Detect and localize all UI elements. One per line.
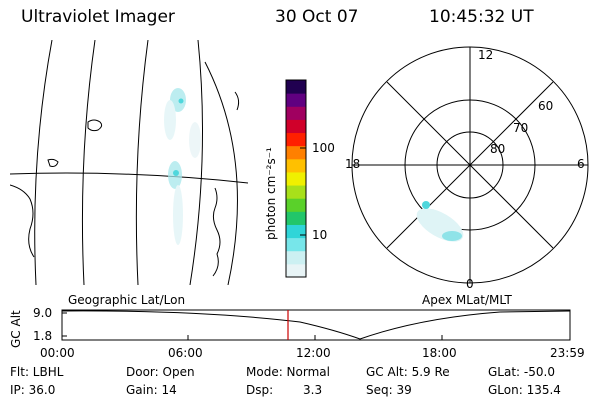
colorbar-segment <box>286 106 306 120</box>
altitude-curve <box>61 310 571 340</box>
coastline <box>212 187 221 277</box>
mlat-80-label: 80 <box>490 142 506 156</box>
seq-info: Seq: 39 <box>366 383 412 397</box>
polar-grid <box>351 46 589 284</box>
door-info: Door: Open <box>126 365 195 379</box>
geographic-label: Geographic Lat/Lon <box>68 293 186 307</box>
colorbar-segment <box>286 250 306 265</box>
mlt-6-label: 6 <box>577 157 585 171</box>
meridian-line <box>204 61 238 285</box>
coastline <box>47 158 59 167</box>
colorbar-segment <box>286 237 306 252</box>
time-tick-0600: 06:00 <box>168 346 203 360</box>
colorbar-segment <box>286 93 306 107</box>
apex-label: Apex MLat/MLT <box>422 293 512 307</box>
coastline <box>87 119 103 132</box>
meridian-line <box>189 40 203 285</box>
colorbar-tick-100: 100 <box>312 141 335 155</box>
mlt-0-label: 0 <box>466 277 474 291</box>
colorbar-segment <box>286 198 306 212</box>
colorbar-tick-10: 10 <box>312 228 328 242</box>
polar-aurora <box>416 201 464 242</box>
altitude-ytick-bottom: 1.8 <box>33 329 53 343</box>
mlat-60-label: 60 <box>538 99 554 113</box>
meridian-line <box>135 40 149 285</box>
colorbar-segment <box>286 185 306 199</box>
gc-alt-info: GC Alt: 5.9 Re <box>366 365 450 379</box>
colorbar-unit-label: photon cm⁻²s⁻¹ <box>264 147 278 240</box>
time-tick-2359: 23:59 <box>550 346 585 360</box>
altitude-ytick-top: 9.0 <box>33 306 53 320</box>
instrument-title: Ultraviolet Imager <box>21 7 175 27</box>
aurora-peak <box>173 98 184 176</box>
time-tick-1200: 12:00 <box>296 346 331 360</box>
coastline <box>10 184 35 258</box>
colorbar-segment <box>286 211 306 225</box>
altitude-axis-label: GC Alt <box>9 310 23 348</box>
colorbar-segment <box>286 145 306 160</box>
coastline <box>234 91 240 111</box>
mlt-18-label: 18 <box>345 157 361 171</box>
colorbar-segment <box>286 119 306 134</box>
aurora-emission <box>164 88 201 245</box>
colorbar-segment <box>286 224 306 239</box>
glat-info: GLat: -50.0 <box>488 365 555 379</box>
altitude-ticks <box>62 312 443 340</box>
dsp-label: Dsp: <box>246 383 274 397</box>
time-label: 10:45:32 UT <box>429 7 534 27</box>
filter-info: Flt: LBHL <box>10 365 64 379</box>
colorbar-frame <box>285 79 307 278</box>
gain-info: Gain: 14 <box>126 383 177 397</box>
time-tick-0000: 00:00 <box>40 346 75 360</box>
colorbar-segment <box>286 132 306 147</box>
mlt-12-label: 12 <box>478 48 494 62</box>
glon-info: GLon: 135.4 <box>488 383 561 397</box>
colorbar <box>286 80 306 278</box>
colorbar-segment <box>286 171 306 186</box>
colorbar-segment <box>286 158 306 173</box>
altitude-plot-frame <box>61 309 571 341</box>
date-label: 30 Oct 07 <box>275 7 359 27</box>
time-tick-1800: 18:00 <box>422 346 457 360</box>
parallel-line <box>10 172 249 184</box>
dsp-value: 3.3 <box>303 383 323 397</box>
mlat-70-label: 70 <box>513 121 529 135</box>
ip-info: IP: 36.0 <box>10 383 56 397</box>
mode-info: Mode: Normal <box>246 365 330 379</box>
meridian-line <box>81 40 96 285</box>
meridian-line <box>34 40 53 285</box>
colorbar-segment <box>286 263 306 278</box>
colorbar-segment <box>286 80 306 94</box>
